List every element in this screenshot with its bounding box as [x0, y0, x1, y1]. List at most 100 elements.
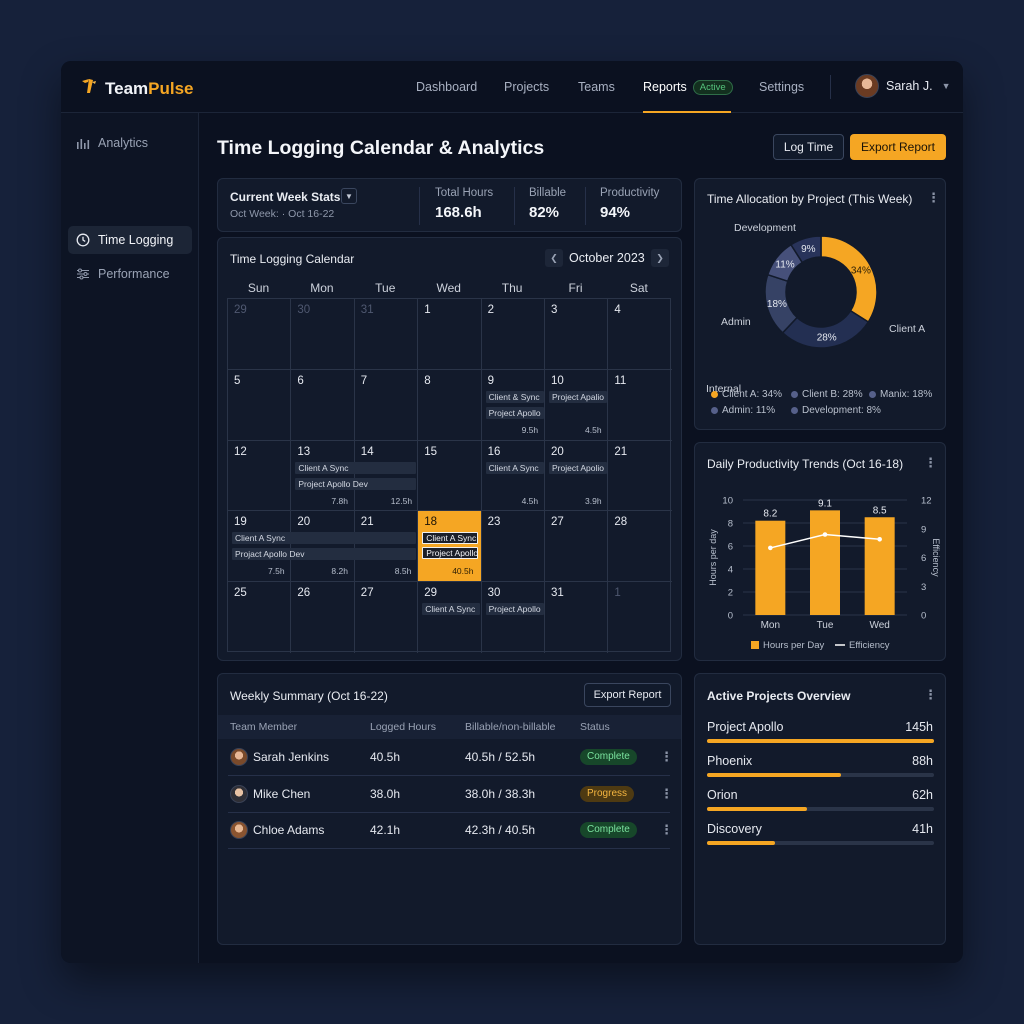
- calendar-day-cell[interactable]: 31: [354, 299, 419, 370]
- x-tick-label: Tue: [817, 620, 834, 631]
- calendar-day-cell[interactable]: 3: [545, 299, 609, 370]
- slice-percent-label: 11%: [775, 260, 794, 271]
- calendar-day-cell[interactable]: 9 Client & Sync Project Apollo 9.5h: [481, 369, 545, 441]
- calendar-day-cell[interactable]: 19 Client A Sync Projact Apollo Dev 7.5h: [228, 511, 416, 583]
- calendar-day-cell[interactable]: 1: [418, 299, 482, 370]
- status-badge: Complete: [580, 749, 637, 765]
- calendar-day-cell[interactable]: 26: [291, 582, 355, 653]
- calendar-day-cell[interactable]: 7: [354, 369, 419, 441]
- legend-label: Client A: 34%: [722, 389, 783, 400]
- calendar-event[interactable]: Client A Sync: [232, 532, 416, 545]
- nav-reports-label: Reports: [643, 80, 687, 94]
- sidebar-item-performance[interactable]: Performance: [68, 260, 192, 288]
- productivity-value: 94%: [600, 204, 631, 221]
- prev-month-button[interactable]: ❮: [545, 249, 563, 267]
- billable-ratio: 40.5h / 52.5h: [465, 750, 536, 764]
- calendar-day-cell[interactable]: 27: [545, 511, 609, 583]
- calendar-event[interactable]: Client A Sync: [485, 461, 544, 474]
- table-row[interactable]: Chloe Adams 42.1h 42.3h / 40.5h Complete ⋮: [228, 812, 673, 849]
- nav-reports[interactable]: Reports Active: [643, 80, 733, 95]
- table-row[interactable]: Sarah Jenkins 40.5h 40.5h / 52.5h Complete ⋮: [228, 739, 673, 776]
- calendar-event[interactable]: Project Apollo Dev: [295, 477, 417, 490]
- calendar-day-cell[interactable]: 20 Project Apolio 3.9h: [545, 440, 609, 512]
- export-report-button[interactable]: Export Report: [850, 134, 946, 160]
- calendar-day-cell[interactable]: 20 8.2h: [291, 511, 355, 583]
- calendar-day-cell[interactable]: 25: [228, 582, 292, 653]
- bar-tue[interactable]: [810, 510, 840, 615]
- calendar-day-cell[interactable]: 30 Project Apollo: [482, 582, 545, 653]
- more-icon[interactable]: ⋮: [927, 190, 940, 205]
- calendar-event[interactable]: Projact Apollo Dev: [232, 548, 416, 561]
- calendar-event[interactable]: Client A Sync: [422, 532, 479, 545]
- event-hours: 7.8h: [331, 495, 348, 506]
- calendar-day-cell[interactable]: 21: [608, 441, 672, 512]
- nav-settings[interactable]: Settings: [759, 80, 805, 94]
- calendar-event[interactable]: Client & Sync: [485, 390, 544, 403]
- calendar-day-cell[interactable]: 11: [608, 370, 672, 441]
- stats-card: Current Week Stats ▼ Oct Week: · Oct 16-…: [217, 178, 682, 232]
- calendar-day-cell[interactable]: 6: [291, 369, 355, 441]
- calendar-event[interactable]: Project Apolio: [549, 461, 607, 474]
- column-header: Team Member: [230, 721, 298, 733]
- nav-projects[interactable]: Projects: [504, 80, 550, 94]
- calendar-event[interactable]: Project Apollo: [485, 603, 544, 616]
- sidebar-item-analytics[interactable]: Analytics: [68, 129, 192, 157]
- calendar-day-cell[interactable]: 21 8.5h: [354, 511, 419, 583]
- calendar-day-cell[interactable]: 29 Client A Sync: [418, 582, 482, 653]
- nav-teams[interactable]: Teams: [578, 80, 615, 94]
- calendar-event[interactable]: Project Apollo: [485, 406, 544, 419]
- table-row[interactable]: Mike Chen 38.0h 38.0h / 38.3h Progress ⋮: [228, 776, 673, 813]
- row-more-icon[interactable]: ⋮: [660, 785, 673, 801]
- row-more-icon[interactable]: ⋮: [660, 749, 673, 764]
- bar-mon[interactable]: [755, 520, 786, 615]
- calendar-day-cell[interactable]: 14 12.5h: [354, 440, 419, 512]
- log-time-button[interactable]: Log Time: [773, 134, 844, 160]
- pie-outer-label: Client A: [889, 323, 925, 335]
- calendar-day-cell[interactable]: 23: [481, 511, 545, 583]
- calendar-day-cell[interactable]: 8: [418, 369, 482, 441]
- nav-dashboard[interactable]: Dashboard: [416, 80, 478, 94]
- pie-slice-client-a[interactable]: [820, 235, 878, 324]
- sidebar-item-time-logging[interactable]: Time Logging: [68, 226, 192, 254]
- weekly-export-button[interactable]: Export Report: [584, 683, 671, 707]
- calendar-day-cell[interactable]: 27: [355, 582, 419, 653]
- legend-item: Manix: 18%: [869, 389, 932, 400]
- calendar-event[interactable]: Client A Sync: [422, 603, 481, 616]
- bar-wed[interactable]: [864, 517, 895, 615]
- calendar-event[interactable]: Project Apalio: [549, 390, 607, 403]
- total-hours-value: 168.6h: [435, 204, 482, 221]
- pie-slice-development[interactable]: [789, 235, 822, 264]
- calendar-event[interactable]: Client A Sync: [295, 461, 417, 474]
- calendar-day-cell[interactable]: 10 Project Apalio 4.5h: [545, 369, 609, 441]
- efficiency-point: [822, 532, 828, 537]
- next-month-button[interactable]: ❯: [651, 249, 669, 267]
- logo[interactable]: TeamPulse: [79, 76, 194, 101]
- day-number: 2: [487, 304, 494, 316]
- calendar-day-cell[interactable]: 15: [418, 440, 482, 512]
- more-icon[interactable]: ⋮: [924, 687, 937, 702]
- calendar-day-cell[interactable]: 28: [608, 511, 672, 583]
- calendar-day-cell[interactable]: 12: [228, 440, 292, 512]
- row-more-icon[interactable]: ⋮: [660, 822, 673, 837]
- project-progress-fill: [707, 773, 841, 777]
- calendar-day-cell[interactable]: 1: [608, 582, 671, 653]
- project-progress-fill: [707, 841, 776, 845]
- stats-dropdown[interactable]: ▼: [341, 188, 357, 204]
- legend-label: Hours per Day: [763, 640, 824, 651]
- calendar-day-cell[interactable]: 30: [291, 299, 355, 370]
- calendar-day-cell[interactable]: 31: [545, 582, 609, 653]
- calendar-day-cell[interactable]: 4: [608, 299, 672, 370]
- calendar-title: Time Logging Calendar: [230, 252, 355, 266]
- calendar-day-cell[interactable]: 16 Client A Sync 4.5h: [481, 440, 545, 512]
- calendar-day-cell[interactable]: 29: [228, 299, 292, 370]
- calendar-day-cell[interactable]: 5: [228, 369, 292, 441]
- day-number: 30: [297, 304, 311, 316]
- more-icon[interactable]: ⋮: [924, 455, 937, 470]
- user-menu[interactable]: Sarah J. ▼: [855, 74, 950, 98]
- calendar-day-cell[interactable]: 18 Client A Sync Project Apollo 40.5h: [418, 511, 482, 583]
- calendar-day-cell[interactable]: 13 Client A Sync Project Apollo Dev 7.8h: [291, 440, 417, 512]
- calendar-day-cell[interactable]: 2: [481, 299, 545, 370]
- divider: [585, 187, 586, 225]
- calendar-event[interactable]: Project Apollo: [422, 547, 479, 560]
- day-number: 28: [614, 516, 628, 529]
